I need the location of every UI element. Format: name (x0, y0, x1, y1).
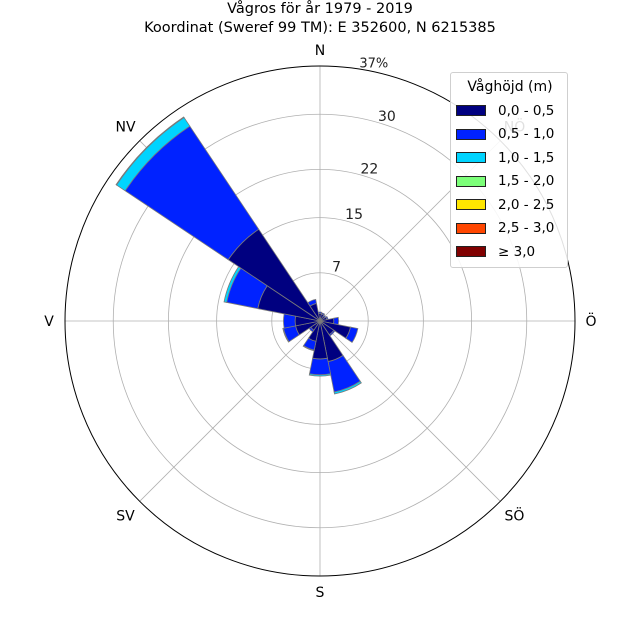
legend-label: 1,5 - 2,0 (498, 173, 555, 190)
radial-tick-label: 7 (332, 260, 341, 276)
radial-tick-label: 22 (360, 161, 378, 177)
radial-max-label: 37% (359, 57, 388, 72)
legend-entry: 1,5 - 2,0 (456, 170, 567, 194)
chart-title: Vågros för år 1979 - 2019 (227, 1, 413, 17)
legend-entry: 2,0 - 2,5 (456, 193, 567, 217)
bar-segment (312, 320, 328, 360)
direction-label: N (315, 43, 325, 59)
direction-label: SV (116, 509, 135, 525)
ring-gridline (112, 113, 528, 529)
radial-tick-label: 15 (345, 207, 363, 223)
legend-label: 2,5 - 3,0 (498, 220, 555, 237)
legend-title: Våghöjd (m) (467, 79, 553, 95)
chart-subtitle: Koordinat (Sweref 99 TM): E 352600, N 62… (144, 20, 496, 36)
legend-entries: 0,0 - 0,5 0,5 - 1,0 1,0 - 1,5 1,5 - 2,0 2,0 … (456, 99, 567, 264)
radial-tick-label: 30 (378, 109, 396, 125)
legend-swatch (456, 152, 486, 164)
direction-label: Ö (585, 312, 596, 330)
ring-gridline (167, 168, 473, 474)
legend-swatch (456, 128, 486, 140)
radial-gridline (139, 320, 321, 502)
legend-label: ≥ 3,0 (498, 243, 536, 260)
bar-segment (307, 320, 321, 342)
legend-swatch (456, 246, 486, 258)
legend-swatch (456, 199, 486, 211)
direction-label: S (316, 585, 325, 601)
bar-segment (309, 302, 321, 322)
legend-label: 2,0 - 2,5 (498, 196, 555, 213)
legend-swatch (456, 105, 486, 117)
legend-entry: 1,0 - 1,5 (456, 146, 567, 170)
radial-gridline (319, 320, 501, 502)
bar-segment (319, 320, 351, 339)
direction-label: NV (115, 120, 135, 136)
legend-swatch (456, 222, 486, 234)
legend-entry: 2,5 - 3,0 (456, 217, 567, 241)
legend-label: 0,5 - 1,0 (498, 126, 555, 143)
legend-entry: 0,5 - 1,0 (456, 123, 567, 147)
legend-entry: ≥ 3,0 (456, 240, 567, 264)
bar-segment (309, 357, 331, 376)
polar-frame (64, 65, 576, 577)
legend: Våghöjd (m) 0,0 - 0,5 0,5 - 1,0 1,0 - 1,5 1… (450, 72, 568, 268)
direction-label: SÖ (505, 507, 525, 525)
legend-label: 0,0 - 0,5 (498, 102, 555, 119)
ring-gridline (216, 217, 424, 425)
chart-title-block: Vågros för år 1979 - 2019 Koordinat (Swe… (0, 0, 640, 38)
legend-entry: 0,0 - 0,5 (456, 99, 567, 123)
direction-label: V (44, 314, 54, 330)
legend-label: 1,0 - 1,5 (498, 149, 555, 166)
legend-swatch (456, 175, 486, 187)
bar-segment (227, 228, 321, 322)
